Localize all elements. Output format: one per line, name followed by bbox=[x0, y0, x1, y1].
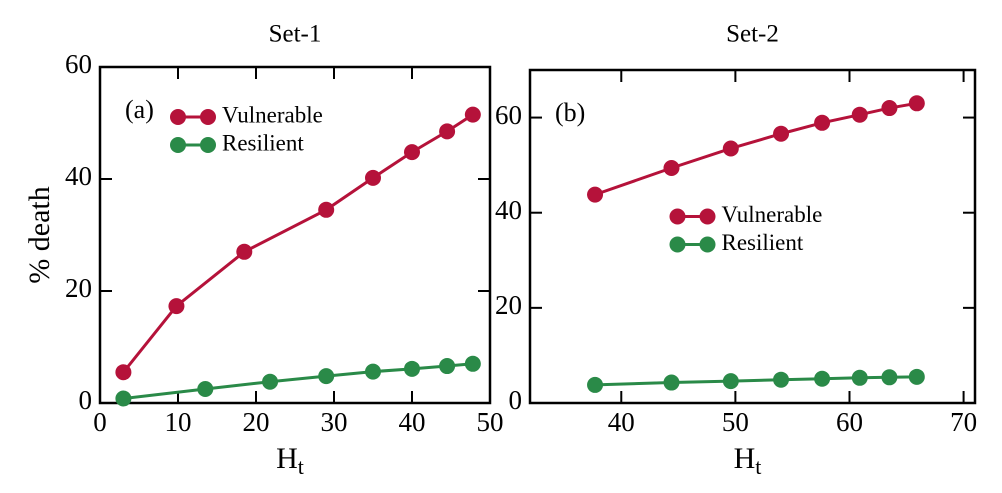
legend-marker bbox=[699, 208, 716, 225]
x-axis-label-sub: t bbox=[755, 454, 761, 479]
data-point bbox=[663, 374, 680, 391]
x-axis-label-main: H bbox=[276, 442, 298, 475]
y-tick-label: 20 bbox=[65, 273, 92, 303]
chart-title: Set-1 bbox=[269, 21, 322, 48]
legend-label: Resilient bbox=[722, 230, 804, 255]
legend-marker bbox=[170, 109, 186, 125]
data-point bbox=[197, 381, 214, 397]
data-point bbox=[587, 376, 604, 393]
data-point bbox=[439, 123, 456, 140]
legend-label: Vulnerable bbox=[222, 102, 323, 127]
data-point bbox=[262, 373, 279, 390]
data-point bbox=[439, 358, 456, 375]
x-axis-label: Ht bbox=[276, 442, 304, 479]
series-line bbox=[594, 101, 918, 197]
plot-frame bbox=[98, 65, 492, 405]
x-axis-label-main: H bbox=[734, 442, 756, 475]
x-tick-label: 10 bbox=[165, 407, 192, 437]
data-point bbox=[404, 360, 420, 377]
data-point bbox=[318, 201, 335, 218]
x-tick-label: 70 bbox=[950, 407, 977, 437]
y-tick-label: 60 bbox=[65, 49, 92, 79]
data-point bbox=[908, 95, 925, 112]
legend-marker bbox=[699, 236, 716, 253]
x-tick-label: 60 bbox=[836, 407, 863, 437]
y-tick-label: 60 bbox=[495, 100, 522, 130]
data-point bbox=[722, 140, 739, 157]
legend-marker bbox=[669, 236, 686, 253]
panel-annotation: (a) bbox=[125, 95, 154, 124]
data-point bbox=[851, 369, 868, 386]
series-line bbox=[123, 362, 473, 401]
x-tick-label: 50 bbox=[477, 407, 504, 437]
data-point bbox=[908, 368, 925, 385]
data-point bbox=[881, 100, 898, 117]
legend-marker bbox=[170, 137, 186, 153]
data-point bbox=[587, 186, 604, 203]
x-tick-label: 20 bbox=[243, 407, 270, 437]
x-tick-label: 0 bbox=[93, 407, 107, 437]
y-tick-label: 20 bbox=[495, 290, 522, 320]
data-point bbox=[773, 371, 790, 388]
data-point bbox=[115, 390, 132, 407]
data-point bbox=[365, 363, 381, 380]
data-point bbox=[404, 144, 420, 161]
data-point bbox=[814, 370, 831, 387]
data-point bbox=[851, 106, 868, 123]
x-axis-label: Ht bbox=[734, 442, 762, 479]
data-point bbox=[115, 364, 132, 381]
y-tick-label: 0 bbox=[79, 385, 93, 415]
legend-label: Resilient bbox=[222, 130, 304, 155]
data-point bbox=[663, 159, 680, 176]
legend-label: Vulnerable bbox=[722, 202, 823, 227]
data-point bbox=[773, 125, 790, 142]
data-point bbox=[168, 298, 185, 315]
data-point bbox=[464, 355, 481, 372]
y-tick-label: 40 bbox=[495, 195, 522, 225]
data-point bbox=[814, 114, 831, 131]
y-tick-label: 0 bbox=[509, 385, 523, 415]
data-point bbox=[365, 169, 381, 186]
series-line bbox=[594, 375, 917, 387]
data-point bbox=[722, 373, 739, 390]
x-tick-label: 40 bbox=[399, 407, 426, 437]
legend-marker bbox=[200, 137, 216, 153]
x-axis-label-sub: t bbox=[298, 454, 304, 479]
plot-frame bbox=[528, 68, 977, 405]
y-tick-label: 40 bbox=[65, 161, 92, 191]
panel-annotation: (b) bbox=[555, 98, 585, 127]
legend-marker bbox=[200, 109, 216, 125]
x-tick-label: 30 bbox=[321, 407, 348, 437]
data-point bbox=[881, 369, 898, 386]
data-point bbox=[318, 368, 335, 385]
legend-marker bbox=[669, 208, 686, 225]
x-tick-label: 50 bbox=[722, 407, 749, 437]
data-point bbox=[236, 243, 253, 260]
x-tick-label: 40 bbox=[608, 407, 635, 437]
chart-title: Set-2 bbox=[726, 21, 779, 48]
y-axis-label: % death bbox=[23, 186, 56, 283]
data-point bbox=[464, 106, 481, 123]
